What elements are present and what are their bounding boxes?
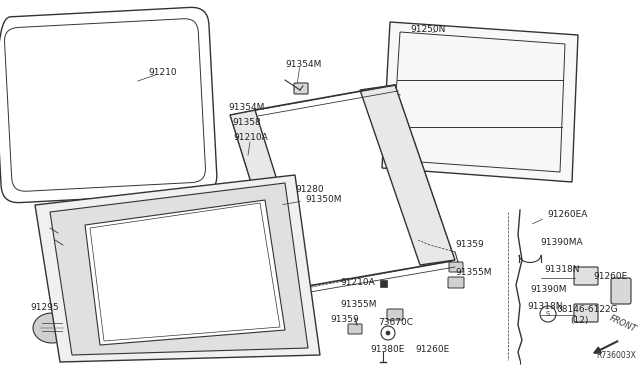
FancyBboxPatch shape [448,277,464,288]
Polygon shape [382,22,578,182]
FancyBboxPatch shape [449,262,463,272]
Text: S: S [546,311,550,317]
Text: 08146-6122G: 08146-6122G [556,305,618,314]
Text: 91358: 91358 [232,118,260,127]
Text: 91355M: 91355M [340,300,376,309]
Text: 91355M: 91355M [455,268,492,277]
Text: 91359: 91359 [330,315,359,324]
Polygon shape [50,183,308,355]
Text: 91210A: 91210A [340,278,375,287]
Text: 91380E: 91380E [370,345,404,354]
FancyBboxPatch shape [294,83,308,94]
FancyBboxPatch shape [611,278,631,304]
Text: 91359: 91359 [455,240,484,249]
Polygon shape [360,85,455,265]
Circle shape [386,331,390,335]
Text: 91260EA: 91260EA [547,210,588,219]
Text: 91390M: 91390M [530,285,566,294]
Text: 91350M: 91350M [305,195,342,204]
Text: 91260E: 91260E [593,272,627,281]
Polygon shape [35,175,320,362]
Text: 91210: 91210 [148,68,177,77]
Text: 91354M: 91354M [228,103,264,112]
Text: 91354M: 91354M [285,60,321,69]
Text: 73670C: 73670C [378,318,413,327]
Text: 91295: 91295 [30,303,59,312]
FancyBboxPatch shape [387,309,403,320]
Text: FRONT: FRONT [608,314,638,334]
Text: 91318N: 91318N [544,265,579,274]
Text: 91390MA: 91390MA [540,238,582,247]
Text: 91260E: 91260E [415,345,449,354]
FancyBboxPatch shape [348,324,362,334]
Text: (12): (12) [570,316,588,325]
FancyBboxPatch shape [247,148,253,154]
Polygon shape [230,110,310,292]
Text: 91210A: 91210A [233,133,268,142]
Text: 91280: 91280 [295,185,324,194]
Text: R736003X: R736003X [596,351,636,360]
Ellipse shape [33,313,71,343]
FancyBboxPatch shape [380,280,387,287]
FancyBboxPatch shape [574,267,598,285]
Text: 91318N: 91318N [527,302,563,311]
Text: 91250N: 91250N [410,25,445,34]
FancyBboxPatch shape [574,304,598,322]
Polygon shape [85,200,285,345]
